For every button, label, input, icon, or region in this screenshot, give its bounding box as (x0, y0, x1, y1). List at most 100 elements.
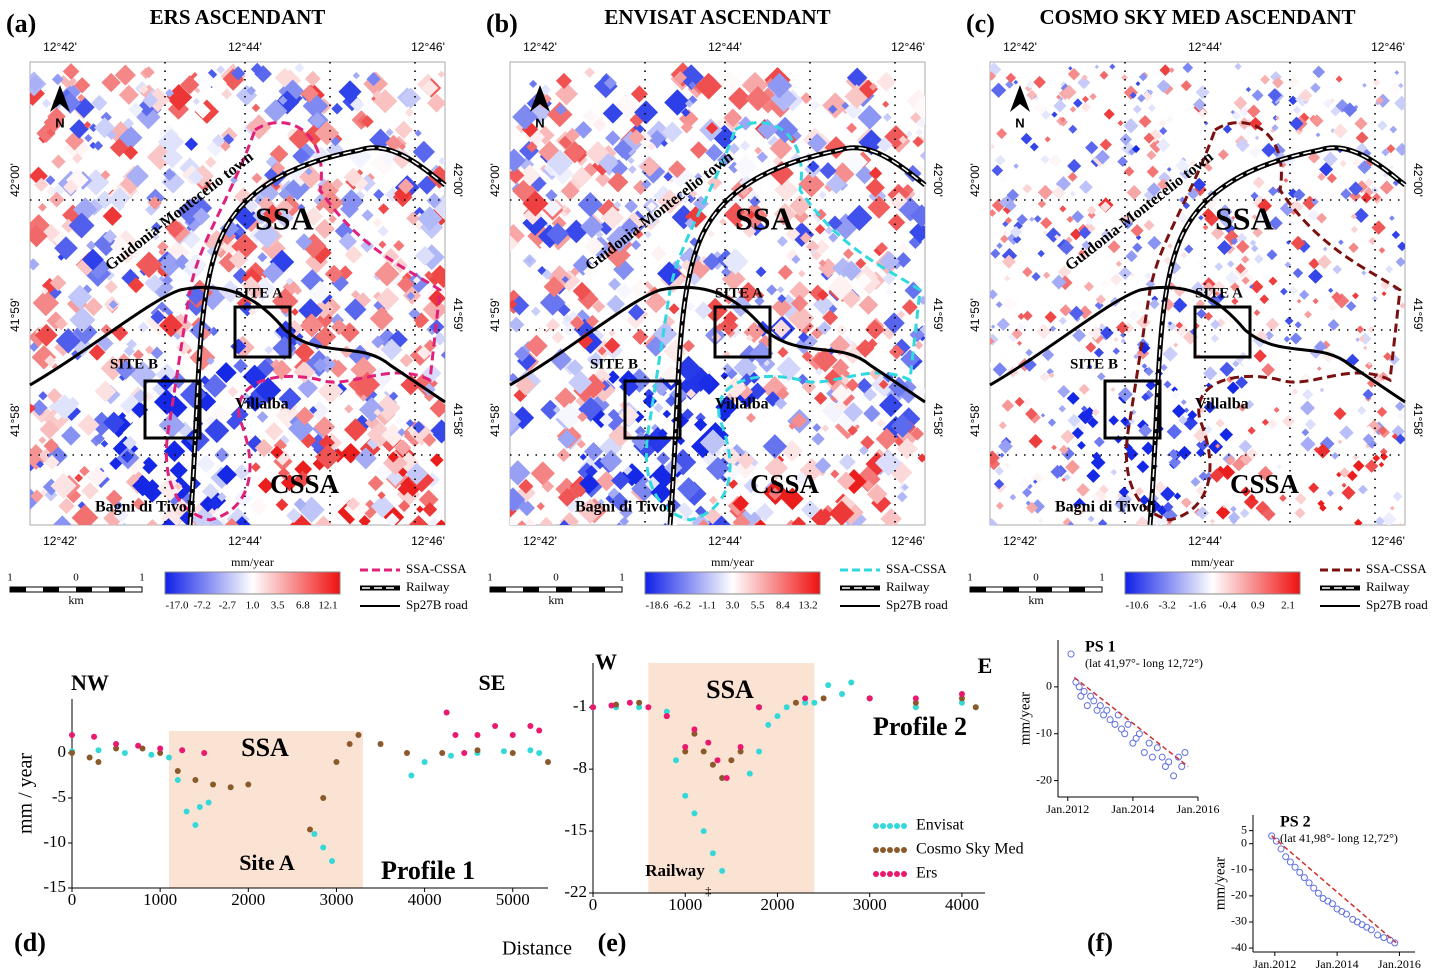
map-pixel (1162, 501, 1174, 513)
map-pixel (734, 155, 758, 179)
x-tick-label: 4000 (945, 895, 979, 914)
map-pixel (1287, 219, 1295, 228)
map-pixel (324, 264, 344, 284)
legend-dot (873, 871, 879, 877)
map-pixel (1025, 407, 1038, 421)
map-pixel (1294, 321, 1302, 329)
map-pixel (1005, 216, 1013, 224)
map-pixel (610, 492, 630, 512)
ps-point (1145, 739, 1153, 747)
ps-point (1170, 772, 1178, 780)
map-pixel (807, 133, 828, 154)
map-pixel (665, 394, 678, 407)
map-pixel (176, 339, 192, 356)
y-tick-label: 0 (1241, 835, 1247, 849)
map-pixel (187, 169, 204, 185)
profile-dot (673, 757, 680, 764)
map-pixel (1087, 210, 1096, 220)
place-label: Bagni di Tivoli (575, 499, 676, 516)
map-pixel (1348, 181, 1364, 197)
ps-point (1124, 720, 1132, 728)
y-tick-label: -1 (573, 696, 587, 715)
map-pixel (541, 269, 553, 280)
profile-dot (69, 732, 75, 738)
map-pixel (547, 101, 573, 128)
map-pixel (1250, 191, 1259, 200)
map-pixel (510, 316, 525, 333)
area-boundary (164, 121, 442, 522)
colorbar-tick: -2.7 (219, 600, 237, 612)
map-pixel (1322, 246, 1328, 252)
map-pixel (1059, 444, 1069, 455)
map-title: ENVISAT ASCENDANT (604, 5, 830, 29)
map-pixel (205, 156, 217, 168)
colorbar-tick: -17.0 (166, 600, 189, 612)
profile-dot (705, 739, 712, 746)
x-tick-label: Jan.2012 (1046, 802, 1089, 816)
colorbar-unit: mm/year (711, 555, 754, 569)
map-pixel (1254, 135, 1260, 141)
map-pixel (1257, 465, 1274, 482)
map-pixel (114, 64, 136, 86)
map-pixel (217, 492, 227, 502)
map-pixel (1289, 116, 1304, 131)
map-pixel (675, 355, 702, 382)
map-pixel (1141, 363, 1148, 369)
map-pixel (122, 435, 138, 451)
profile-dot (227, 784, 234, 791)
map-pixel (1210, 319, 1221, 330)
map-pixel (49, 274, 67, 292)
ps-point (1077, 692, 1085, 700)
lat-label: 42°00' (451, 163, 465, 197)
x-tick-label: 4000 (408, 890, 442, 909)
map-pixel (1033, 215, 1042, 223)
map-pixel (426, 192, 443, 209)
map-pixel (1235, 138, 1250, 153)
map-pixel (1033, 479, 1038, 484)
place-label: SSA (1215, 200, 1274, 236)
x-tick-label: Jan.2014 (1316, 957, 1359, 970)
map-pixel (1271, 124, 1279, 132)
legend-dot (887, 847, 893, 853)
map-pixel (74, 77, 91, 94)
map-pixel (855, 272, 872, 289)
ps-point (1367, 926, 1375, 934)
map-pixel (151, 221, 162, 233)
map-pixel (576, 439, 586, 449)
lat-label: 41°59' (968, 298, 982, 332)
map-pixel (189, 344, 216, 371)
map-pixel (412, 420, 426, 434)
map-pixel (399, 353, 414, 368)
ps-point (1310, 884, 1318, 892)
map-pixel (373, 408, 382, 417)
lon-label: 12°42' (523, 40, 557, 54)
lat-label: 42°00' (968, 163, 982, 197)
map-pixel (233, 358, 249, 374)
map-pixel (510, 224, 525, 248)
map-pixel (1009, 225, 1023, 239)
scale-label: 0 (553, 572, 559, 584)
map-pixel (1110, 387, 1116, 392)
map-pixel (560, 523, 581, 525)
map-pixel (1180, 399, 1187, 406)
map-pixel (689, 141, 708, 159)
x-tick-label: 2000 (760, 895, 794, 914)
map-pixel (583, 263, 599, 280)
map-pixel (294, 470, 312, 488)
chart-panel: 0 1000 2000 3000 4000 -22 -15 -8 -1 ‡ (e) W E SSA Prof… (564, 649, 1023, 957)
map-pixel (257, 477, 274, 494)
map-pixel (1170, 389, 1181, 400)
map-pixel (1147, 235, 1162, 251)
map-pixel (789, 195, 811, 217)
lon-label: 12°46' (411, 534, 445, 548)
place-label: CSSA (750, 469, 820, 499)
map-pixel (400, 87, 422, 109)
map-pixel (1167, 321, 1173, 326)
map-pixel (157, 518, 181, 525)
map-pixel (898, 135, 908, 144)
map-pixel (1250, 244, 1259, 253)
map-pixel (286, 507, 302, 524)
panel-label: (a) (6, 9, 36, 38)
map-pixel (406, 211, 420, 226)
map-pixel (244, 199, 259, 214)
